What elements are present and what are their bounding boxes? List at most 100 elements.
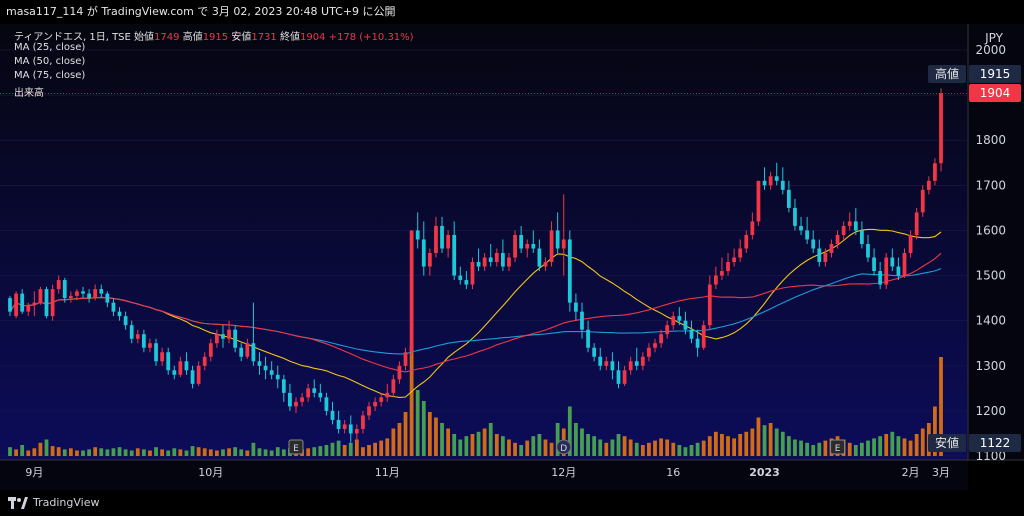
volume-bar <box>160 449 165 456</box>
candle-body <box>592 347 597 357</box>
ma25-legend[interactable]: MA (25, close) <box>14 42 86 53</box>
high-badge-value: 1915 <box>980 67 1011 81</box>
candle-body <box>634 361 639 366</box>
volume-bar <box>367 445 371 456</box>
candle-body <box>507 257 511 267</box>
candle-body <box>835 234 840 244</box>
currency-label: JPY <box>984 31 1004 45</box>
candle-body <box>470 262 475 285</box>
tradingview-brand: TradingView <box>33 496 100 509</box>
candle-body <box>367 406 371 416</box>
candle-body <box>44 289 49 317</box>
volume-bar <box>884 434 889 456</box>
volume-bar <box>823 440 828 456</box>
volume-bar <box>738 434 743 456</box>
volume-bar <box>537 434 542 456</box>
volume-bar <box>732 438 736 456</box>
volume-bar <box>634 442 639 456</box>
volume-bar <box>488 423 493 456</box>
candle-body <box>914 212 919 235</box>
volume-bar <box>902 438 907 456</box>
candle-body <box>172 370 177 375</box>
y-tick-label: 1300 <box>975 359 1006 373</box>
volume-legend[interactable]: 出来高 <box>14 88 44 99</box>
candle-body <box>227 329 231 339</box>
candle-body <box>890 257 895 267</box>
volume-bar <box>184 450 189 456</box>
candle-body <box>939 93 943 164</box>
ma75-legend[interactable]: MA (75, close) <box>14 70 86 81</box>
volume-bar <box>342 445 347 456</box>
volume-bar <box>208 449 213 456</box>
volume-bar <box>756 417 761 456</box>
volume-bar <box>26 450 31 456</box>
volume-bar <box>701 440 706 456</box>
candle-body <box>701 325 706 348</box>
volume-bar <box>920 428 925 456</box>
volume-bar <box>640 445 645 456</box>
candle-body <box>488 257 493 263</box>
candle-body <box>148 343 152 348</box>
tradingview-logo[interactable]: TradingView <box>8 496 99 509</box>
volume-bar <box>817 442 822 456</box>
x-axis-label: 10月 <box>198 466 223 479</box>
y-tick-label: 1500 <box>975 269 1006 283</box>
volume-bar <box>671 442 676 456</box>
candle-body <box>574 302 578 312</box>
candle-body <box>99 289 104 294</box>
volume-bar <box>586 434 590 456</box>
candle-body <box>391 379 396 393</box>
volume-bar <box>14 449 18 456</box>
volume-bar <box>647 442 651 456</box>
volume-bar <box>190 446 195 456</box>
candle-body <box>105 293 110 303</box>
candle-body <box>604 361 609 366</box>
candlestick-chart[interactable]: 2000190018001700160015001400130012001100… <box>0 24 1024 490</box>
candle-body <box>586 329 590 348</box>
candle-body <box>233 329 238 348</box>
volume-bar <box>379 440 384 456</box>
low-value: 1731 <box>251 32 277 43</box>
volume-bar <box>525 440 530 456</box>
volume-bar <box>196 447 201 456</box>
volume-bar <box>482 428 487 456</box>
volume-bar <box>135 448 140 456</box>
volume-bar <box>853 445 858 456</box>
event-marker-label: E <box>835 444 841 454</box>
volume-bar <box>239 449 244 456</box>
volume-bar <box>811 445 816 456</box>
candle-body <box>361 415 365 429</box>
tradingview-logo-icon <box>8 496 28 509</box>
candle-body <box>567 239 572 303</box>
volume-bar <box>713 431 718 456</box>
volume-bar <box>263 449 268 456</box>
volume-bar <box>361 447 365 456</box>
volume-bar <box>805 442 810 456</box>
candle-body <box>707 284 712 326</box>
ma50-legend[interactable]: MA (50, close) <box>14 56 86 67</box>
candle-body <box>494 253 499 263</box>
low-label: 安値 <box>231 32 252 43</box>
candle-body <box>647 347 651 357</box>
candle-body <box>215 334 219 344</box>
volume-bar <box>933 406 937 456</box>
volume-bar <box>93 447 98 456</box>
candle-body <box>738 248 743 258</box>
candle-body <box>269 370 274 375</box>
low-badge-value-box <box>969 434 1021 452</box>
candle-body <box>330 410 335 420</box>
candle-body <box>385 392 390 398</box>
x-axis-label: 9月 <box>25 466 43 479</box>
volume-bar <box>123 449 128 456</box>
candle-body <box>872 257 876 272</box>
candle-body <box>354 428 359 434</box>
x-axis-label: 2月 <box>902 466 920 479</box>
volume-bar <box>464 436 469 456</box>
volume-bar <box>780 431 785 456</box>
candle-body <box>166 352 171 371</box>
candle-body <box>689 329 694 339</box>
volume-bar <box>768 423 773 456</box>
candle-body <box>75 291 79 296</box>
event-marker-label: D <box>560 444 567 454</box>
volume-bar <box>793 439 797 456</box>
